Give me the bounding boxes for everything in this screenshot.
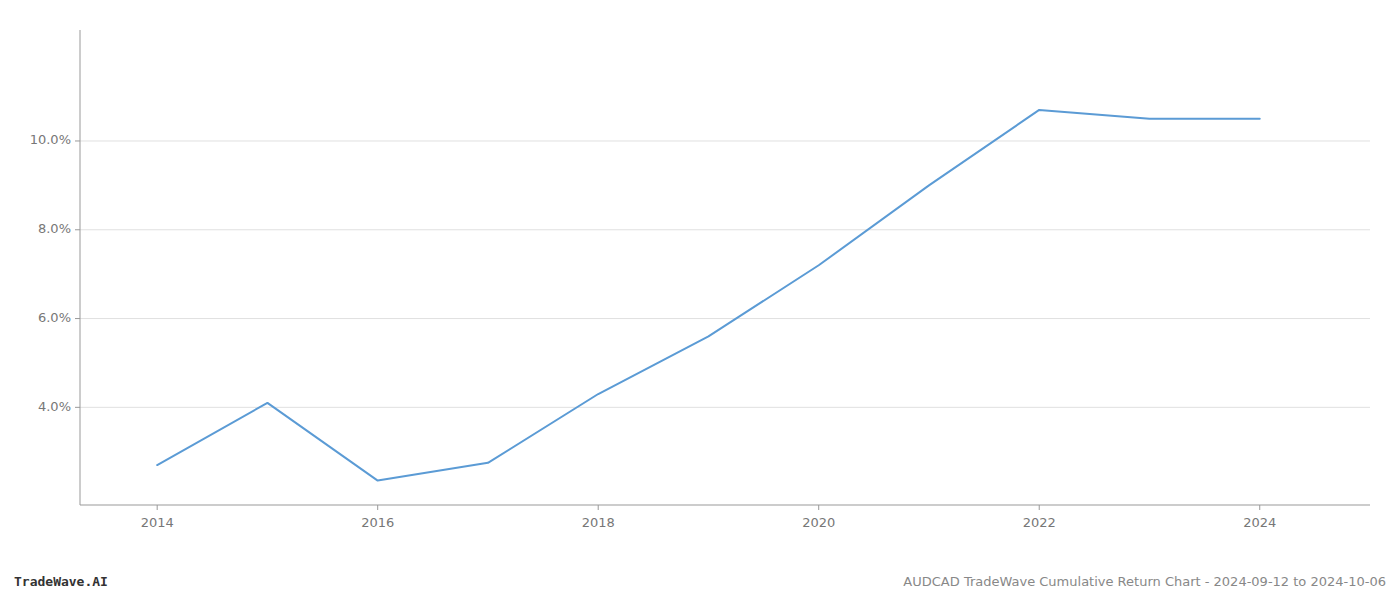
footer-right: AUDCAD TradeWave Cumulative Return Chart…: [903, 574, 1386, 589]
chart-container: 4.0% 6.0% 8.0% 10.0% 2014 2016 2018 2020 2022 202…: [0, 0, 1400, 600]
y-tick: [75, 229, 80, 230]
y-tick-label: 8.0%: [38, 221, 71, 236]
y-tick: [75, 318, 80, 319]
x-tick-label: 2018: [582, 515, 615, 530]
x-tick: [1259, 505, 1260, 510]
plot-area: [157, 110, 1260, 481]
y-grid: [80, 141, 1370, 407]
x-tick: [818, 505, 819, 510]
chart-svg: 4.0% 6.0% 8.0% 10.0% 2014 2016 2018 2020 2022 202…: [0, 0, 1400, 600]
x-tick-label: 2022: [1023, 515, 1056, 530]
footer: TradeWave.AI AUDCAD TradeWave Cumulative …: [14, 574, 1386, 589]
y-tick: [75, 140, 80, 141]
y-axis-line: [80, 30, 81, 505]
x-tick: [598, 505, 599, 510]
y-tick-label: 4.0%: [38, 399, 71, 414]
footer-left: TradeWave.AI: [14, 574, 108, 589]
x-tick-label: 2014: [141, 515, 174, 530]
x-tick-label: 2024: [1243, 515, 1276, 530]
x-tick-label: 2016: [361, 515, 394, 530]
x-tick: [377, 505, 378, 510]
y-tick: [75, 407, 80, 408]
y-tick-label: 6.0%: [38, 310, 71, 325]
y-tick-label: 10.0%: [30, 132, 71, 147]
grid-line: [80, 318, 1370, 319]
x-axis-line: [80, 505, 1370, 506]
x-tick-label: 2020: [802, 515, 835, 530]
x-axis: 2014 2016 2018 2020 2022 2024: [80, 505, 1370, 530]
grid-line: [80, 229, 1370, 230]
x-tick: [157, 505, 158, 510]
x-tick: [1039, 505, 1040, 510]
grid-line: [80, 140, 1370, 141]
y-axis: 4.0% 6.0% 8.0% 10.0%: [30, 30, 80, 505]
series-line: [157, 110, 1260, 481]
